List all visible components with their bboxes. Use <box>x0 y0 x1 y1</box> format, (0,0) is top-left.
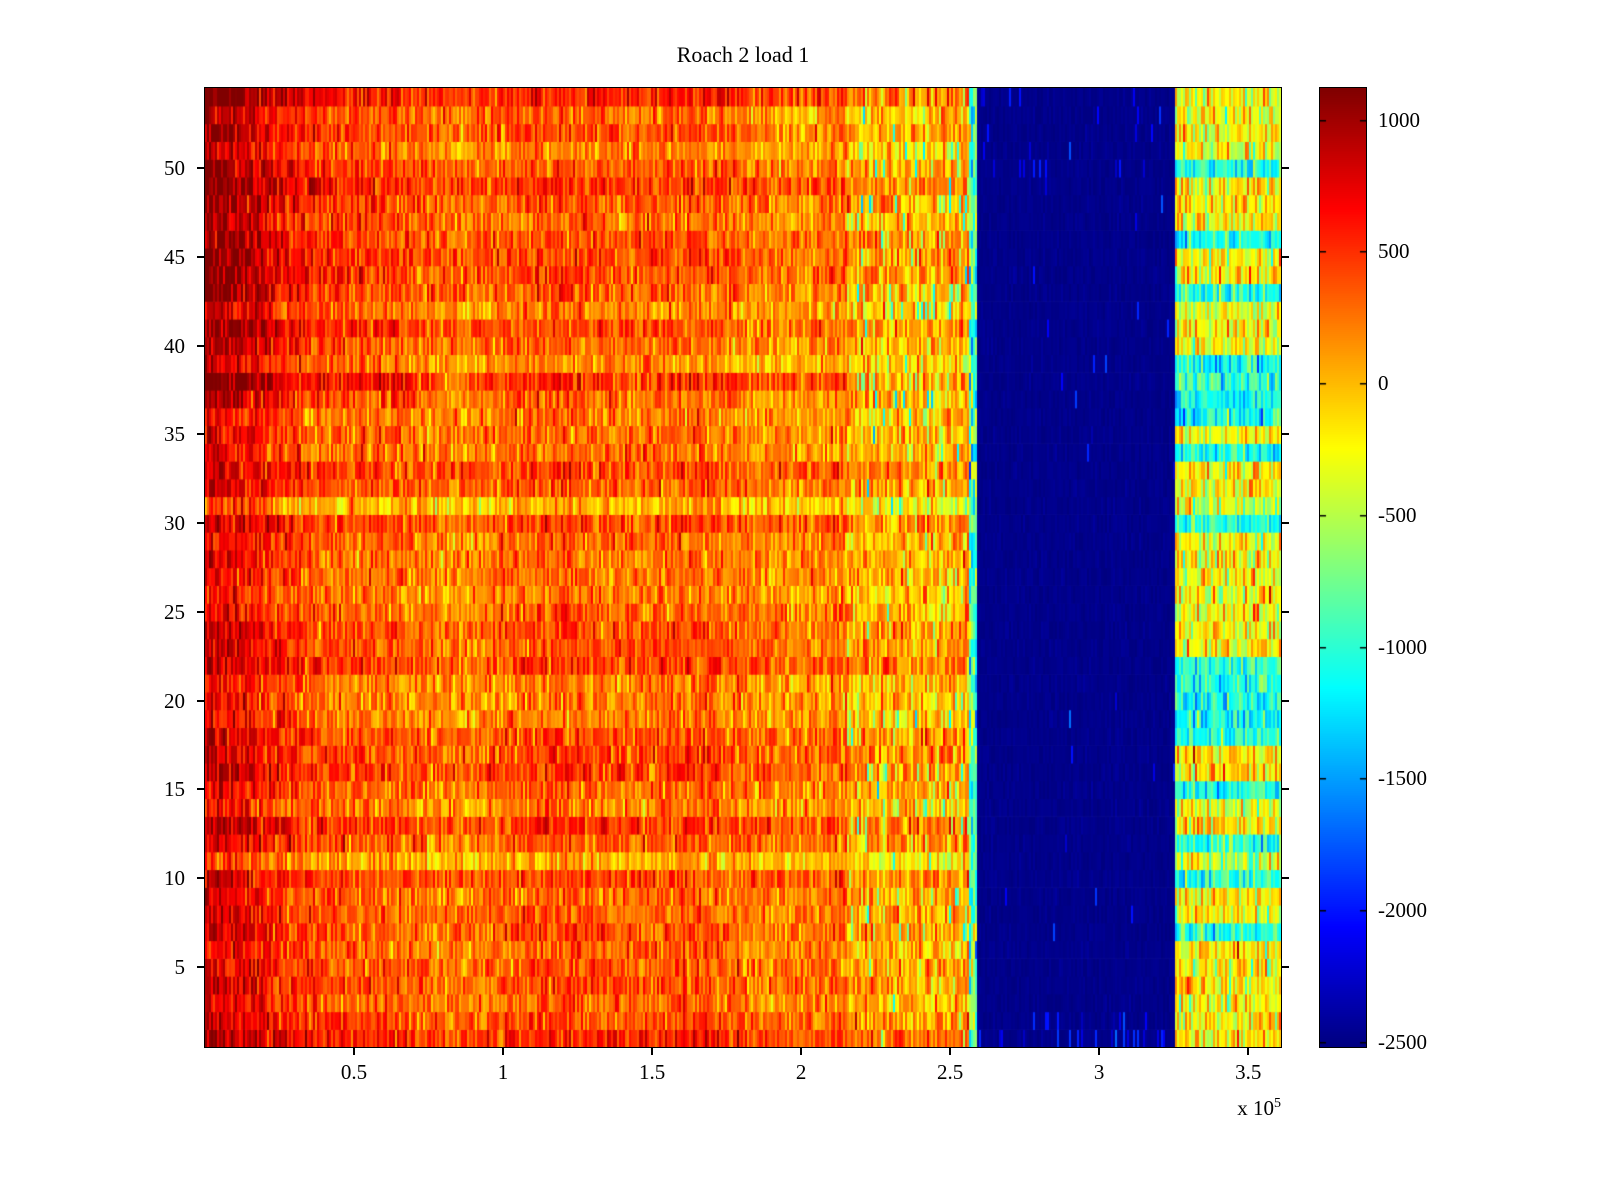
x-axis-tick <box>1098 1047 1101 1055</box>
y-axis-tick <box>197 255 205 258</box>
x-axis-tick <box>800 1047 803 1055</box>
colorbar-tick-label: 0 <box>1378 371 1389 396</box>
colorbar-tick-label: -2000 <box>1378 898 1427 922</box>
x-axis-tick-label: 1.5 <box>638 1060 666 1084</box>
y-axis-tick-right <box>1281 610 1289 613</box>
colorbar-tick-label: -1000 <box>1378 634 1427 659</box>
plot-title: Roach 2 load 1 <box>676 42 810 67</box>
x-axis-tick <box>1247 1047 1250 1055</box>
y-axis-tick <box>197 788 205 791</box>
x-axis-tick-label: 3 <box>1093 1060 1105 1084</box>
y-axis-tick-right <box>1281 433 1289 436</box>
y-axis-tick <box>197 166 205 169</box>
x-axis-tick-label: 2 <box>795 1060 807 1084</box>
y-axis-tick-right <box>1281 522 1289 525</box>
y-axis-tick-label: 25 <box>164 599 185 624</box>
y-axis-tick-right <box>1281 344 1289 347</box>
y-axis-tick <box>197 610 205 613</box>
x-axis-tick-label: 1 <box>497 1060 509 1084</box>
y-axis-tick <box>197 433 205 436</box>
y-axis-tick <box>197 522 205 525</box>
x-axis-scale-exponent: 5 <box>1274 1096 1281 1111</box>
y-axis-tick <box>197 966 205 969</box>
x-axis-scale-base: x 10 <box>1237 1096 1274 1120</box>
y-axis-tick-label: 30 <box>164 511 185 536</box>
y-axis-tick-right <box>1281 699 1289 702</box>
y-axis-tick <box>197 344 205 347</box>
y-axis-tick-right <box>1281 166 1289 169</box>
y-axis-tick-label: 10 <box>164 866 185 891</box>
y-axis-tick-right <box>1281 788 1289 791</box>
colorbar-tick-label: -500 <box>1378 502 1417 527</box>
y-axis-tick-label: 5 <box>174 955 186 980</box>
y-axis-tick-right <box>1281 877 1289 880</box>
y-axis-tick <box>197 699 205 702</box>
y-axis-tick <box>197 877 205 880</box>
x-axis-tick <box>651 1047 654 1055</box>
y-axis-tick-right <box>1281 255 1289 258</box>
y-axis-tick-label: 35 <box>164 422 185 447</box>
colorbar-tick-label: -2500 <box>1378 1029 1427 1054</box>
x-axis-tick-label: 2.5 <box>937 1060 964 1084</box>
x-axis-tick-label: 3.5 <box>1235 1060 1262 1084</box>
y-axis-tick-label: 20 <box>164 688 185 713</box>
colorbar-tick-label: 1000 <box>1378 107 1420 132</box>
y-axis-tick-label: 15 <box>164 777 185 802</box>
colorbar-tick-label: 500 <box>1378 239 1410 264</box>
heatmap-canvas <box>205 88 1281 1047</box>
colorbar-tick-label: -1500 <box>1378 766 1427 791</box>
x-axis-tick <box>353 1047 356 1055</box>
y-axis-tick-label: 40 <box>164 333 185 358</box>
x-axis-tick <box>502 1047 505 1055</box>
y-axis-tick-label: 45 <box>164 244 185 269</box>
x-axis-tick <box>949 1047 952 1055</box>
y-axis-tick-right <box>1281 966 1289 969</box>
y-axis-tick-label: 50 <box>164 155 185 180</box>
x-axis-scale-label: x 105 <box>1101 1096 1281 1121</box>
x-axis-tick-label: 0.5 <box>340 1060 368 1084</box>
colorbar-canvas <box>1320 88 1366 1047</box>
